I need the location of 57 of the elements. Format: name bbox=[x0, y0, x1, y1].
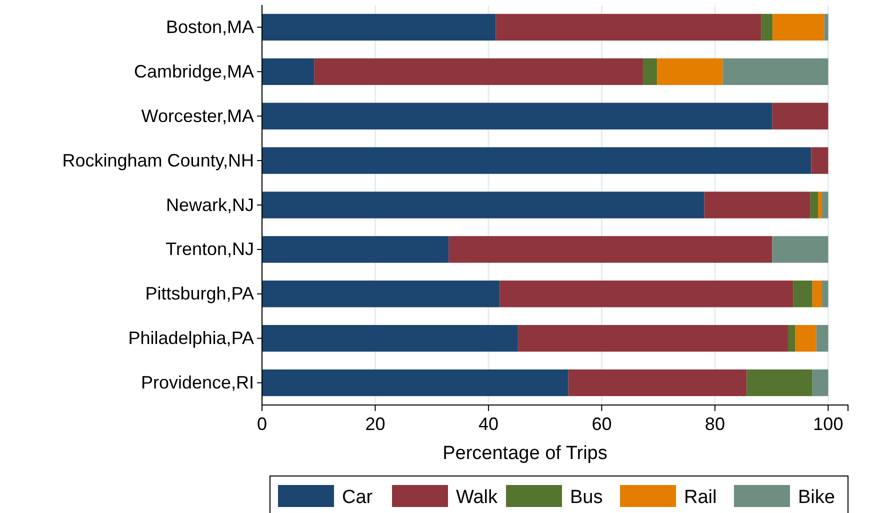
bar bbox=[568, 369, 747, 396]
bar bbox=[818, 192, 822, 218]
legend-label: Rail bbox=[684, 487, 717, 508]
y-tick-label: Providence,RI bbox=[140, 372, 254, 393]
legend-label: Bike bbox=[798, 487, 835, 508]
bar bbox=[704, 192, 810, 218]
bar bbox=[262, 325, 518, 352]
x-tick-label: 60 bbox=[592, 414, 612, 434]
legend-label: Bus bbox=[570, 487, 603, 508]
y-tick-label: Trenton,NJ bbox=[166, 239, 254, 260]
x-tick-label: 40 bbox=[478, 414, 498, 434]
bar bbox=[811, 147, 828, 174]
x-tick-label: 0 bbox=[256, 414, 268, 434]
bar bbox=[262, 147, 812, 174]
bar bbox=[657, 58, 723, 85]
x-tick-label: 100 bbox=[813, 414, 844, 434]
bar bbox=[262, 369, 568, 396]
bar bbox=[262, 192, 704, 218]
bar bbox=[496, 14, 762, 41]
bar bbox=[500, 280, 794, 308]
x-tick-label: 20 bbox=[365, 414, 386, 434]
bar bbox=[643, 58, 658, 85]
y-tick-label: Boston,MA bbox=[166, 16, 254, 37]
x-tick-label: 80 bbox=[704, 414, 725, 434]
y-tick-label: Rockingham County,NH bbox=[62, 150, 254, 170]
bar bbox=[262, 58, 314, 85]
bar bbox=[262, 102, 772, 130]
bar bbox=[518, 325, 788, 352]
bar bbox=[722, 58, 828, 85]
bar bbox=[262, 236, 449, 263]
bar bbox=[812, 369, 828, 396]
bar bbox=[761, 14, 773, 41]
bar bbox=[795, 325, 816, 352]
bar bbox=[793, 280, 812, 308]
bar bbox=[822, 280, 828, 308]
bar bbox=[772, 102, 828, 130]
bar bbox=[788, 325, 796, 352]
y-tick-label: Philadelphia,PA bbox=[128, 328, 254, 348]
y-tick-label: Pittsburgh,PA bbox=[145, 284, 254, 304]
y-tick-label: Newark,NJ bbox=[166, 194, 254, 215]
bar bbox=[810, 192, 818, 218]
bar bbox=[824, 14, 828, 41]
bar bbox=[822, 192, 828, 218]
bar bbox=[746, 369, 812, 396]
y-tick-label: Cambridge,MA bbox=[134, 61, 254, 82]
bar bbox=[262, 280, 500, 308]
legend-label: Walk bbox=[456, 487, 498, 508]
bar bbox=[314, 58, 644, 85]
bar bbox=[772, 14, 824, 41]
bar bbox=[262, 14, 496, 41]
bar bbox=[772, 236, 828, 263]
bar bbox=[448, 236, 772, 263]
bar bbox=[816, 325, 828, 352]
y-tick-label: Worcester,MA bbox=[141, 106, 254, 126]
bar bbox=[812, 280, 822, 308]
legend-label: Car bbox=[342, 487, 374, 508]
x-axis-title: Percentage of Trips bbox=[442, 443, 608, 464]
